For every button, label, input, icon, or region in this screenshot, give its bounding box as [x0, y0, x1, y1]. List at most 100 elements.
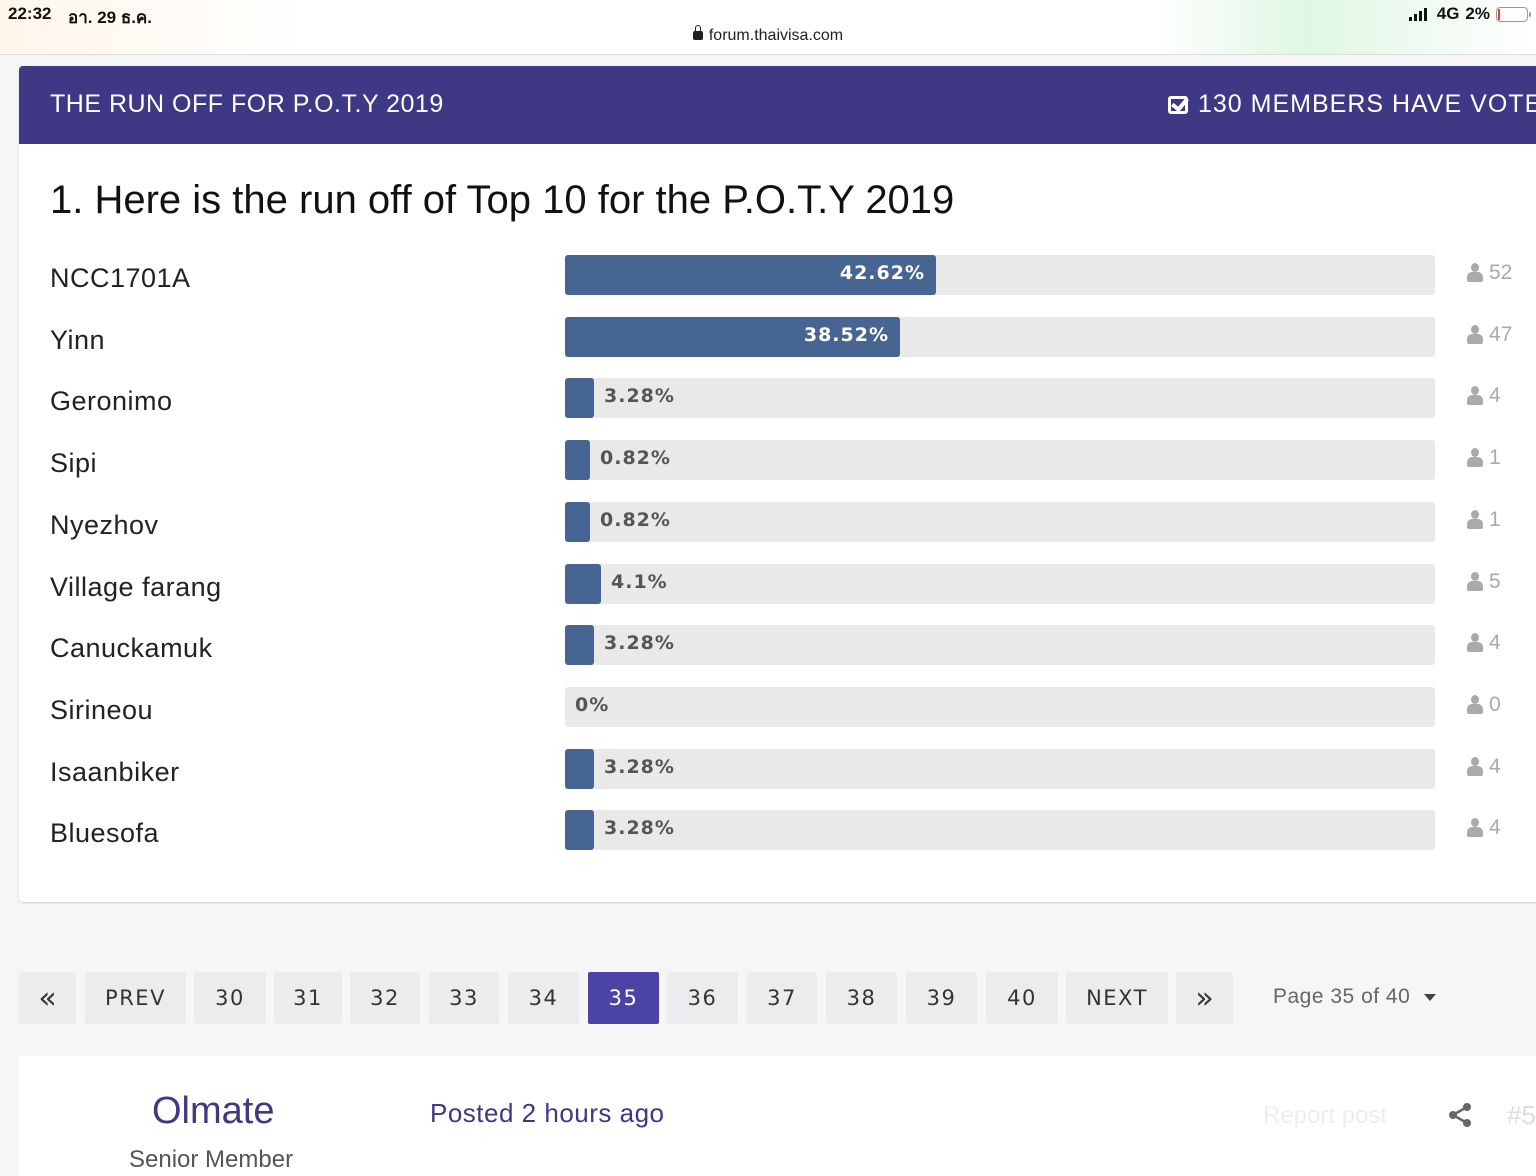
- page-button-37[interactable]: 37: [747, 972, 817, 1024]
- address-bar[interactable]: forum.thaivisa.com: [0, 25, 1536, 45]
- poll-option-votes: 4: [1467, 816, 1501, 840]
- poll-bar-fill: [565, 317, 900, 357]
- poll-voted-status: 130 MEMBERS HAVE VOTE: [1168, 90, 1536, 119]
- page-jump-label[interactable]: Page 35 of 40: [1273, 985, 1411, 1008]
- poll-option-label: Sirineou: [50, 695, 154, 725]
- poll-option-votes: 1: [1467, 508, 1501, 532]
- page-button-32[interactable]: 32: [350, 972, 420, 1024]
- poll-option-row: Sirineou 0% 0: [19, 687, 1536, 729]
- poll-bar-fill: [565, 378, 594, 418]
- vote-count: 4: [1489, 755, 1501, 778]
- poll-option-row: Yinn 38.52% 47: [19, 317, 1536, 359]
- poll-bar-percent: 3.28%: [604, 632, 675, 654]
- checkbox-checked-icon: [1168, 95, 1188, 114]
- poll-bar-percent: 3.28%: [604, 817, 675, 839]
- post-number[interactable]: #5: [1507, 1100, 1536, 1130]
- signal-icon: [1408, 7, 1427, 21]
- poll-option-row: NCC1701A 42.62% 52: [19, 255, 1536, 297]
- poll-bar-percent: 0.82%: [600, 509, 671, 531]
- user-icon: [1467, 633, 1483, 653]
- page-button-33[interactable]: 33: [429, 972, 499, 1024]
- poll-option-label: NCC1701A: [50, 263, 191, 293]
- share-icon[interactable]: [1447, 1102, 1473, 1128]
- poll-option-row: Nyezhov 0.82% 1: [19, 502, 1536, 544]
- poll-bar-percent: 3.28%: [604, 756, 675, 778]
- user-icon: [1467, 510, 1483, 530]
- poll-option-row: Isaanbiker 3.28% 4: [19, 749, 1536, 791]
- url-text[interactable]: forum.thaivisa.com: [708, 27, 844, 44]
- page-button-38[interactable]: 38: [826, 972, 897, 1024]
- user-icon: [1467, 263, 1483, 283]
- report-post-link[interactable]: Report post: [1263, 1102, 1388, 1129]
- vote-count: 0: [1489, 693, 1501, 716]
- next-page-button[interactable]: NEXT: [1066, 972, 1168, 1024]
- status-bar: 22:32 อา. 29 ธ.ค. forum.thaivisa.com 4G …: [0, 0, 1536, 55]
- poll-bar-fill: [565, 440, 590, 480]
- poll-option-row: Sipi 0.82% 1: [19, 440, 1536, 482]
- poll-bar-fill: [565, 749, 594, 789]
- poll-card: THE RUN OFF FOR P.O.T.Y 2019 130 MEMBERS…: [19, 66, 1536, 902]
- caret-down-icon: [1424, 993, 1437, 1001]
- prev-page-button[interactable]: PREV: [85, 972, 186, 1024]
- poll-voted-text: 130 MEMBERS HAVE VOTE: [1198, 90, 1536, 118]
- poll-bar-track: 0.82%: [565, 502, 1435, 542]
- poll-option-votes: 1: [1467, 446, 1501, 470]
- last-page-button[interactable]: »: [1176, 972, 1233, 1024]
- user-icon: [1467, 572, 1483, 592]
- user-icon: [1467, 325, 1483, 345]
- poll-option-votes: 52: [1467, 261, 1512, 285]
- vote-count: 4: [1489, 384, 1501, 407]
- poll-bar-fill: [565, 502, 590, 542]
- vote-count: 47: [1489, 323, 1513, 346]
- page-button-30[interactable]: 30: [194, 972, 266, 1024]
- poll-bar-percent: 38.52%: [803, 324, 889, 346]
- vote-count: 52: [1489, 261, 1513, 284]
- poll-bar-track: 0%: [565, 687, 1435, 727]
- poll-option-row: Village farang 4.1% 5: [19, 564, 1536, 606]
- poll-option-row: Geronimo 3.28% 4: [19, 378, 1536, 420]
- battery-percent: 2%: [1465, 4, 1490, 23]
- poll-question: 1. Here is the run off of Top 10 for the…: [50, 178, 955, 222]
- poll-option-votes: 5: [1467, 570, 1501, 594]
- poll-bar-track: 3.28%: [565, 749, 1435, 789]
- poll-option-row: Bluesofa 3.28% 4: [19, 810, 1536, 852]
- poll-bar-fill: [565, 255, 936, 295]
- page-button-31[interactable]: 31: [274, 972, 342, 1024]
- vote-count: 1: [1489, 446, 1501, 469]
- poll-header: THE RUN OFF FOR P.O.T.Y 2019 130 MEMBERS…: [19, 66, 1536, 144]
- page-button-40[interactable]: 40: [986, 972, 1058, 1024]
- poll-option-label: Village farang: [50, 572, 222, 602]
- poll-option-label: Canuckamuk: [50, 633, 213, 663]
- first-page-button[interactable]: «: [19, 972, 76, 1024]
- poll-option-label: Isaanbiker: [50, 757, 180, 787]
- post-card: Olmate Senior Member Posted 2 hours ago …: [19, 1056, 1536, 1176]
- poll-bar-track: 3.28%: [565, 378, 1435, 418]
- poll-option-row: Canuckamuk 3.28% 4: [19, 625, 1536, 667]
- poll-bar-fill: [565, 625, 594, 665]
- status-indicators: 4G 2%: [1408, 4, 1531, 24]
- page-button-36[interactable]: 36: [667, 972, 738, 1024]
- poll-option-votes: 0: [1467, 693, 1501, 717]
- poll-option-votes: 47: [1467, 323, 1512, 347]
- poll-bar-track: 3.28%: [565, 810, 1435, 850]
- poll-bar-track: 4.1%: [565, 564, 1435, 604]
- poll-bar-track: 0.82%: [565, 440, 1435, 480]
- poll-option-label: Yinn: [50, 325, 106, 355]
- page-button-34[interactable]: 34: [508, 972, 579, 1024]
- page-button-39[interactable]: 39: [906, 972, 977, 1024]
- page-jump-dropdown[interactable]: Page 35 of 40: [1273, 985, 1437, 1009]
- poll-option-votes: 4: [1467, 755, 1501, 779]
- poll-title: THE RUN OFF FOR P.O.T.Y 2019: [50, 90, 444, 118]
- post-author[interactable]: Olmate: [152, 1090, 275, 1132]
- vote-count: 4: [1489, 816, 1501, 839]
- network-label: 4G: [1436, 4, 1460, 23]
- page-button-35[interactable]: 35: [588, 972, 659, 1024]
- user-icon: [1467, 818, 1483, 838]
- post-timestamp: Posted 2 hours ago: [430, 1098, 665, 1128]
- poll-option-votes: 4: [1467, 384, 1501, 408]
- post-author-title: Senior Member: [129, 1146, 294, 1173]
- poll-bar-percent: 4.1%: [611, 571, 668, 593]
- poll-bar-percent: 3.28%: [604, 385, 675, 407]
- poll-bar-fill: [565, 810, 594, 850]
- user-icon: [1467, 757, 1483, 777]
